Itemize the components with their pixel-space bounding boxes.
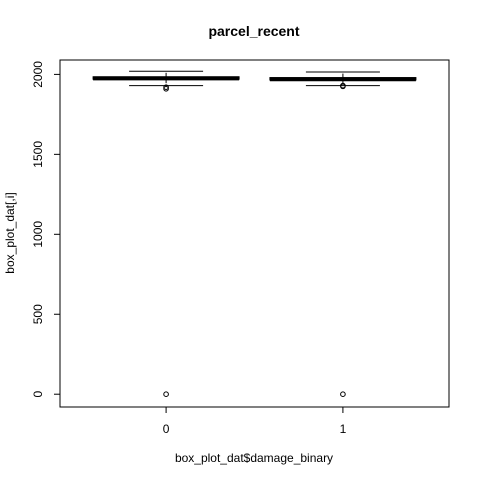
y-tick-label: 500 <box>31 304 45 324</box>
y-tick-label: 1000 <box>31 221 45 248</box>
outlier-point <box>163 85 169 92</box>
outlier-point <box>340 82 346 89</box>
y-axis: 0 500 1000 1500 2000 <box>31 61 61 398</box>
y-tick-label: 2000 <box>31 61 45 88</box>
boxes-layer <box>92 70 417 398</box>
y-tick-label: 1500 <box>31 141 45 168</box>
outlier-point <box>163 84 169 90</box>
y-axis-label: box_plot_dat[,i] <box>3 192 17 273</box>
outlier-point <box>340 391 346 398</box>
box-group-1 <box>269 71 417 398</box>
x-axis-label: box_plot_dat$damage_binary <box>175 451 333 465</box>
chart-title: parcel_recent <box>208 23 299 39</box>
x-tick-label: 0 <box>163 422 170 436</box>
outlier-point <box>163 391 169 398</box>
box-group-0 <box>92 70 240 398</box>
y-tick-label: 0 <box>31 391 45 398</box>
x-tick-label: 1 <box>340 422 347 436</box>
